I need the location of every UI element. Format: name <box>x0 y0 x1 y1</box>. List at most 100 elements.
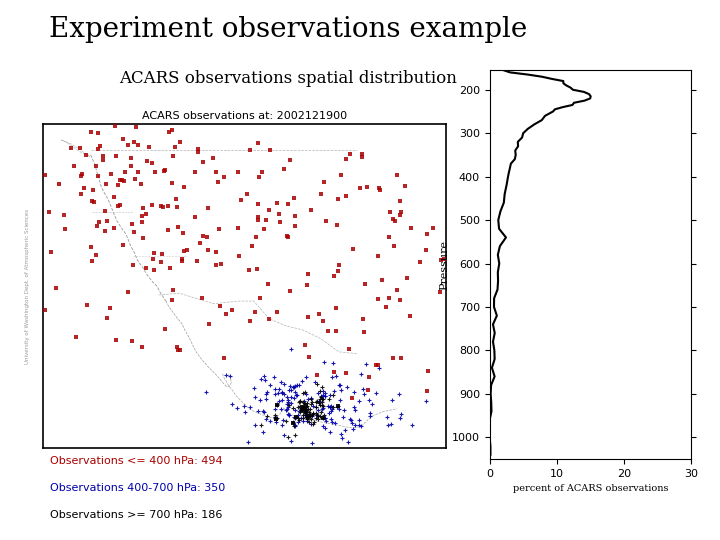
Point <box>354 416 365 425</box>
Point <box>232 224 243 233</box>
Point <box>155 258 166 266</box>
Point <box>244 145 256 154</box>
Point <box>178 182 189 191</box>
Point <box>102 217 113 226</box>
Point <box>299 399 310 407</box>
Point <box>323 394 335 403</box>
Point <box>99 207 111 215</box>
Point <box>102 314 113 323</box>
Point <box>261 388 273 396</box>
Point <box>204 319 215 328</box>
Point <box>327 403 338 412</box>
Point <box>294 402 306 410</box>
Point <box>311 371 323 380</box>
Point <box>387 354 398 363</box>
Point <box>395 211 406 219</box>
Point <box>299 397 310 406</box>
Point <box>357 314 369 323</box>
Point <box>307 409 319 417</box>
Point <box>327 359 338 367</box>
Point <box>331 402 343 411</box>
Point <box>197 232 209 240</box>
Point <box>210 168 222 177</box>
Point <box>422 367 433 375</box>
Point <box>362 385 374 394</box>
Point <box>238 401 250 410</box>
Point <box>297 406 308 414</box>
Point <box>249 393 261 401</box>
Point <box>220 370 231 379</box>
Point <box>338 406 350 415</box>
Point <box>314 397 325 406</box>
Point <box>317 383 328 391</box>
Text: Observations 400-700 hPa: 350: Observations 400-700 hPa: 350 <box>50 483 225 494</box>
Point <box>129 174 140 183</box>
Point <box>385 420 397 429</box>
Point <box>53 180 65 188</box>
Point <box>172 222 184 231</box>
Point <box>241 189 253 198</box>
Point <box>75 190 86 198</box>
Point <box>307 410 318 419</box>
Point <box>302 313 314 321</box>
Point <box>135 179 147 188</box>
Point <box>315 392 327 401</box>
Point <box>58 211 70 219</box>
Point <box>81 301 93 309</box>
Point <box>275 377 287 386</box>
Point <box>400 182 411 191</box>
Point <box>348 403 360 411</box>
Point <box>318 390 329 399</box>
Point <box>314 399 325 408</box>
Point <box>297 416 309 425</box>
Point <box>344 150 356 159</box>
Point <box>312 411 324 420</box>
Point <box>326 405 338 414</box>
Point <box>213 225 225 233</box>
Point <box>297 410 309 419</box>
Point <box>290 391 302 400</box>
Point <box>140 264 151 273</box>
Point <box>332 402 343 411</box>
Point <box>197 294 208 302</box>
Point <box>94 142 106 151</box>
Point <box>395 410 407 419</box>
Point <box>300 390 312 399</box>
Point <box>166 126 178 134</box>
Point <box>251 265 263 274</box>
Point <box>349 421 361 430</box>
Point <box>215 302 226 310</box>
Point <box>342 437 354 446</box>
Point <box>346 416 357 425</box>
Point <box>270 415 282 423</box>
Point <box>163 128 174 137</box>
Point <box>394 295 405 304</box>
Point <box>312 415 324 423</box>
Point <box>285 393 297 401</box>
Point <box>117 241 129 249</box>
Point <box>317 422 328 431</box>
Point <box>305 400 317 408</box>
Point <box>100 179 112 188</box>
Point <box>354 421 365 429</box>
Point <box>235 196 247 205</box>
Point <box>165 264 176 273</box>
Point <box>296 377 307 386</box>
Point <box>92 129 104 137</box>
Point <box>302 404 314 413</box>
Point <box>292 411 303 420</box>
Point <box>181 245 192 254</box>
Point <box>294 407 305 416</box>
Point <box>291 390 302 399</box>
Point <box>300 388 311 396</box>
Point <box>50 284 62 292</box>
Point <box>243 438 254 447</box>
Point <box>146 201 158 210</box>
Point <box>295 414 307 423</box>
Point <box>325 390 336 399</box>
Point <box>116 176 127 185</box>
Point <box>377 276 388 285</box>
Point <box>318 177 330 186</box>
Point <box>271 417 282 426</box>
Point <box>329 419 341 428</box>
